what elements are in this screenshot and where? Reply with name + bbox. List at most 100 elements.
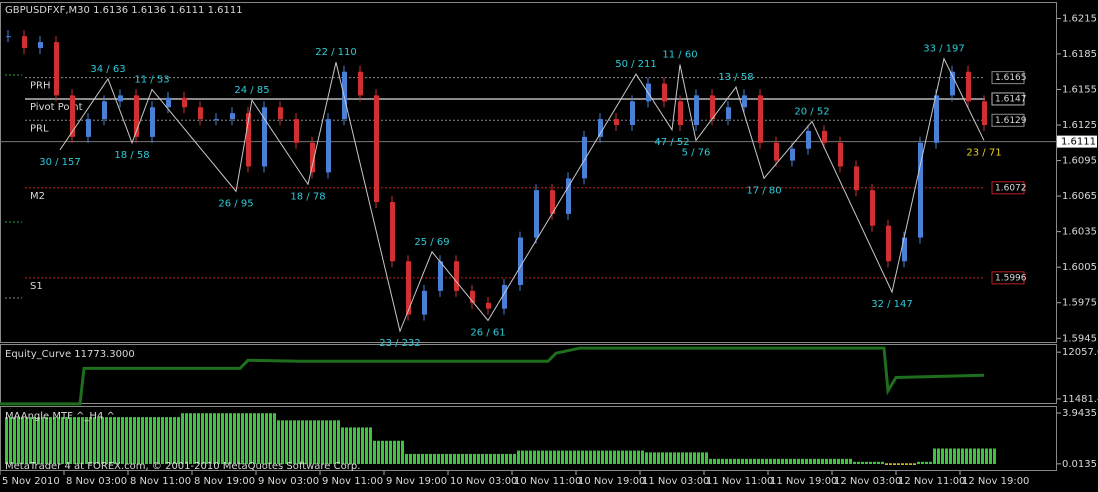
level-price-box <box>991 271 1025 285</box>
histogram-bar <box>85 417 88 465</box>
histogram-bar <box>189 413 192 465</box>
level-label: M2 <box>30 191 45 202</box>
histogram-bar <box>709 458 712 465</box>
histogram-bar <box>793 458 796 465</box>
histogram-bar <box>361 427 364 465</box>
zigzag-label: 18 / 58 <box>114 150 149 161</box>
histogram-bar <box>261 413 264 465</box>
histogram-bar <box>677 452 680 465</box>
histogram-bar <box>297 420 300 465</box>
candle <box>518 237 523 285</box>
histogram-bar <box>901 463 904 465</box>
histogram-bar <box>77 417 80 465</box>
y-tick-label: 12057.06 <box>1062 347 1098 358</box>
histogram-bar <box>61 417 64 465</box>
histogram-bar <box>13 417 16 465</box>
histogram-bar <box>233 413 236 465</box>
histogram-bar <box>489 453 492 465</box>
x-tick-label: 9 Nov 03:00 <box>258 476 319 487</box>
candle <box>422 290 427 315</box>
histogram-bar <box>117 417 120 465</box>
histogram-bar <box>141 417 144 465</box>
histogram-bar <box>337 420 340 465</box>
indicator-panel <box>0 406 1057 471</box>
candle <box>134 95 139 137</box>
histogram-bar <box>185 413 188 465</box>
candle <box>374 95 379 203</box>
histogram-bar <box>329 420 332 465</box>
histogram-bar <box>197 413 200 465</box>
y-tick-label: 1.6155 <box>1062 84 1097 95</box>
histogram-bar <box>525 450 528 465</box>
histogram-bar <box>889 463 892 465</box>
histogram-bar <box>49 417 52 465</box>
histogram-bar <box>925 461 928 465</box>
histogram-bar <box>305 420 308 465</box>
histogram-bar <box>313 420 316 465</box>
histogram-bar <box>73 417 76 465</box>
histogram-bar <box>325 420 328 465</box>
histogram-bar <box>269 413 272 465</box>
candle <box>54 42 59 96</box>
y-tick-label: 1.6095 <box>1062 156 1097 167</box>
histogram-bar <box>989 448 992 465</box>
candle <box>902 237 907 262</box>
candle <box>758 95 763 143</box>
histogram-bar <box>885 463 888 465</box>
histogram-bar <box>685 452 688 465</box>
histogram-bar <box>349 427 352 465</box>
candle <box>358 71 363 96</box>
histogram-bar <box>673 452 676 465</box>
y-tick-label: 1.6035 <box>1062 227 1097 238</box>
histogram-bar <box>977 448 980 465</box>
histogram-bar <box>209 413 212 465</box>
candle <box>838 142 843 167</box>
histogram-bar <box>101 417 104 465</box>
histogram-bar <box>721 458 724 465</box>
candle <box>454 261 459 291</box>
histogram-bar <box>381 440 384 465</box>
histogram-bar <box>57 417 60 465</box>
histogram-bar <box>601 450 604 465</box>
histogram-bar <box>333 420 336 465</box>
candle <box>582 136 587 179</box>
histogram-bar <box>121 417 124 465</box>
level-price-box <box>991 92 1025 106</box>
candle <box>918 142 923 238</box>
histogram-bar <box>917 461 920 465</box>
y-tick-label: 0.0135 <box>1062 459 1097 470</box>
candle <box>550 190 555 214</box>
histogram-bar <box>481 453 484 465</box>
y-tick-label: 1.6065 <box>1062 191 1097 202</box>
equity-curve <box>0 346 985 406</box>
histogram-bar <box>41 417 44 465</box>
x-tick-label: 8 Nov 19:00 <box>194 476 255 487</box>
histogram-bar <box>81 417 84 465</box>
x-tick-label: 9 Nov 19:00 <box>386 476 447 487</box>
histogram-bar <box>897 463 900 465</box>
histogram-bar <box>973 448 976 465</box>
zigzag-label: 17 / 80 <box>746 185 781 196</box>
histogram-bar <box>785 458 788 465</box>
histogram-bar <box>257 413 260 465</box>
histogram-bar <box>353 427 356 465</box>
histogram-bar <box>873 461 876 465</box>
histogram-bar <box>5 417 8 465</box>
level-label: S1 <box>30 281 43 292</box>
histogram-bar <box>661 452 664 465</box>
candle <box>726 107 731 120</box>
histogram-bar <box>453 453 456 465</box>
histogram-bar <box>173 417 176 465</box>
x-tick-label: 12 Nov 19:00 <box>962 476 1029 487</box>
histogram-bar <box>309 420 312 465</box>
level-label: Pivot Point <box>30 102 83 113</box>
histogram-bar <box>993 448 996 465</box>
histogram-bar <box>617 450 620 465</box>
histogram-bar <box>241 413 244 465</box>
candle <box>790 148 795 161</box>
histogram-bar <box>45 417 48 465</box>
histogram-bar <box>401 440 404 465</box>
candle <box>886 225 891 262</box>
